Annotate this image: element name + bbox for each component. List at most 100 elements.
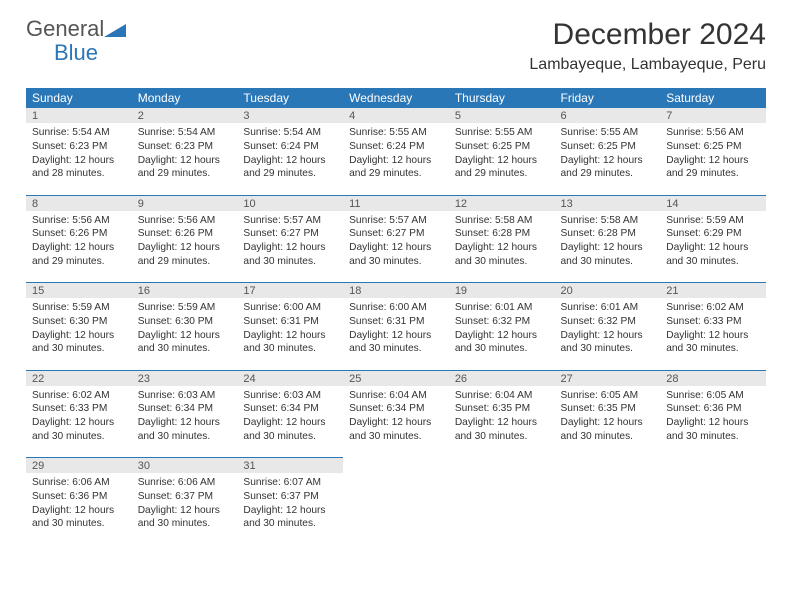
day-info-cell: Sunrise: 5:59 AMSunset: 6:29 PMDaylight:… — [660, 211, 766, 283]
day-info-cell: Sunrise: 6:03 AMSunset: 6:34 PMDaylight:… — [132, 386, 238, 458]
day-number-cell: 21 — [660, 283, 766, 299]
day-info-cell: Sunrise: 5:56 AMSunset: 6:26 PMDaylight:… — [132, 211, 238, 283]
day-info-cell: Sunrise: 6:05 AMSunset: 6:36 PMDaylight:… — [660, 386, 766, 458]
day-info-cell: Sunrise: 5:56 AMSunset: 6:26 PMDaylight:… — [26, 211, 132, 283]
day-info-row: Sunrise: 5:56 AMSunset: 6:26 PMDaylight:… — [26, 211, 766, 283]
day-info-cell: Sunrise: 5:55 AMSunset: 6:25 PMDaylight:… — [449, 123, 555, 195]
day-number-cell: 26 — [449, 370, 555, 386]
weekday-header: Friday — [555, 88, 661, 108]
day-number-row: 1234567 — [26, 108, 766, 123]
calendar-page: General Blue December 2024 Lambayeque, L… — [0, 0, 792, 563]
brand-word2: Blue — [26, 40, 98, 65]
calendar-body: 1234567Sunrise: 5:54 AMSunset: 6:23 PMDa… — [26, 108, 766, 545]
day-info-cell: Sunrise: 6:02 AMSunset: 6:33 PMDaylight:… — [660, 298, 766, 370]
day-number-row: 15161718192021 — [26, 283, 766, 299]
day-info-cell — [449, 473, 555, 545]
day-info-cell: Sunrise: 6:06 AMSunset: 6:36 PMDaylight:… — [26, 473, 132, 545]
day-number-cell: 16 — [132, 283, 238, 299]
page-header: General Blue December 2024 Lambayeque, L… — [26, 18, 766, 74]
weekday-header: Thursday — [449, 88, 555, 108]
day-number-cell: 18 — [343, 283, 449, 299]
day-info-cell: Sunrise: 6:07 AMSunset: 6:37 PMDaylight:… — [237, 473, 343, 545]
day-number-cell: 4 — [343, 108, 449, 123]
day-number-cell: 27 — [555, 370, 661, 386]
weekday-header: Tuesday — [237, 88, 343, 108]
day-number-cell: 11 — [343, 195, 449, 211]
logo-text-block: General Blue — [26, 18, 126, 65]
day-info-cell: Sunrise: 5:59 AMSunset: 6:30 PMDaylight:… — [132, 298, 238, 370]
weekday-header: Wednesday — [343, 88, 449, 108]
day-number-cell: 13 — [555, 195, 661, 211]
day-info-cell: Sunrise: 5:55 AMSunset: 6:25 PMDaylight:… — [555, 123, 661, 195]
weekday-header: Monday — [132, 88, 238, 108]
day-info-cell: Sunrise: 5:54 AMSunset: 6:23 PMDaylight:… — [26, 123, 132, 195]
day-info-cell: Sunrise: 6:03 AMSunset: 6:34 PMDaylight:… — [237, 386, 343, 458]
day-number-cell: 24 — [237, 370, 343, 386]
day-number-cell — [555, 458, 661, 474]
day-number-cell: 29 — [26, 458, 132, 474]
day-number-cell — [660, 458, 766, 474]
day-number-cell: 2 — [132, 108, 238, 123]
weekday-header: Saturday — [660, 88, 766, 108]
day-info-cell — [660, 473, 766, 545]
day-info-cell: Sunrise: 5:54 AMSunset: 6:23 PMDaylight:… — [132, 123, 238, 195]
day-info-cell: Sunrise: 6:00 AMSunset: 6:31 PMDaylight:… — [343, 298, 449, 370]
day-number-cell: 10 — [237, 195, 343, 211]
day-info-cell: Sunrise: 5:57 AMSunset: 6:27 PMDaylight:… — [343, 211, 449, 283]
day-number-cell: 20 — [555, 283, 661, 299]
day-number-cell — [343, 458, 449, 474]
day-number-cell: 19 — [449, 283, 555, 299]
day-info-cell: Sunrise: 6:04 AMSunset: 6:35 PMDaylight:… — [449, 386, 555, 458]
day-number-cell: 14 — [660, 195, 766, 211]
day-info-cell: Sunrise: 5:59 AMSunset: 6:30 PMDaylight:… — [26, 298, 132, 370]
day-info-cell — [343, 473, 449, 545]
day-info-cell: Sunrise: 6:01 AMSunset: 6:32 PMDaylight:… — [555, 298, 661, 370]
day-info-cell: Sunrise: 5:54 AMSunset: 6:24 PMDaylight:… — [237, 123, 343, 195]
day-number-cell: 25 — [343, 370, 449, 386]
day-number-row: 293031 — [26, 458, 766, 474]
brand-logo: General Blue — [26, 18, 126, 65]
day-info-cell: Sunrise: 5:57 AMSunset: 6:27 PMDaylight:… — [237, 211, 343, 283]
weekday-header-row: SundayMondayTuesdayWednesdayThursdayFrid… — [26, 88, 766, 108]
month-title: December 2024 — [529, 18, 766, 52]
day-info-cell: Sunrise: 6:01 AMSunset: 6:32 PMDaylight:… — [449, 298, 555, 370]
day-info-row: Sunrise: 6:06 AMSunset: 6:36 PMDaylight:… — [26, 473, 766, 545]
day-info-row: Sunrise: 5:54 AMSunset: 6:23 PMDaylight:… — [26, 123, 766, 195]
day-info-cell: Sunrise: 6:00 AMSunset: 6:31 PMDaylight:… — [237, 298, 343, 370]
day-number-cell: 31 — [237, 458, 343, 474]
day-info-cell: Sunrise: 6:05 AMSunset: 6:35 PMDaylight:… — [555, 386, 661, 458]
day-number-row: 891011121314 — [26, 195, 766, 211]
day-number-cell: 7 — [660, 108, 766, 123]
day-number-cell: 30 — [132, 458, 238, 474]
logo-triangle-icon — [104, 21, 126, 42]
day-number-cell: 28 — [660, 370, 766, 386]
day-number-cell: 6 — [555, 108, 661, 123]
day-number-cell: 12 — [449, 195, 555, 211]
day-info-row: Sunrise: 5:59 AMSunset: 6:30 PMDaylight:… — [26, 298, 766, 370]
day-info-cell: Sunrise: 5:58 AMSunset: 6:28 PMDaylight:… — [555, 211, 661, 283]
day-number-cell: 5 — [449, 108, 555, 123]
brand-word1: General — [26, 16, 104, 41]
day-number-cell: 17 — [237, 283, 343, 299]
day-info-row: Sunrise: 6:02 AMSunset: 6:33 PMDaylight:… — [26, 386, 766, 458]
day-number-cell: 23 — [132, 370, 238, 386]
day-info-cell: Sunrise: 5:55 AMSunset: 6:24 PMDaylight:… — [343, 123, 449, 195]
day-info-cell: Sunrise: 5:56 AMSunset: 6:25 PMDaylight:… — [660, 123, 766, 195]
day-info-cell: Sunrise: 6:04 AMSunset: 6:34 PMDaylight:… — [343, 386, 449, 458]
day-number-cell: 9 — [132, 195, 238, 211]
location-label: Lambayeque, Lambayeque, Peru — [529, 56, 766, 74]
day-info-cell: Sunrise: 6:06 AMSunset: 6:37 PMDaylight:… — [132, 473, 238, 545]
calendar-table: SundayMondayTuesdayWednesdayThursdayFrid… — [26, 88, 766, 545]
day-number-cell: 3 — [237, 108, 343, 123]
weekday-header: Sunday — [26, 88, 132, 108]
day-number-cell: 8 — [26, 195, 132, 211]
day-info-cell — [555, 473, 661, 545]
title-block: December 2024 Lambayeque, Lambayeque, Pe… — [529, 18, 766, 74]
day-info-cell: Sunrise: 6:02 AMSunset: 6:33 PMDaylight:… — [26, 386, 132, 458]
day-number-row: 22232425262728 — [26, 370, 766, 386]
day-number-cell: 15 — [26, 283, 132, 299]
day-number-cell: 22 — [26, 370, 132, 386]
day-number-cell: 1 — [26, 108, 132, 123]
day-number-cell — [449, 458, 555, 474]
day-info-cell: Sunrise: 5:58 AMSunset: 6:28 PMDaylight:… — [449, 211, 555, 283]
